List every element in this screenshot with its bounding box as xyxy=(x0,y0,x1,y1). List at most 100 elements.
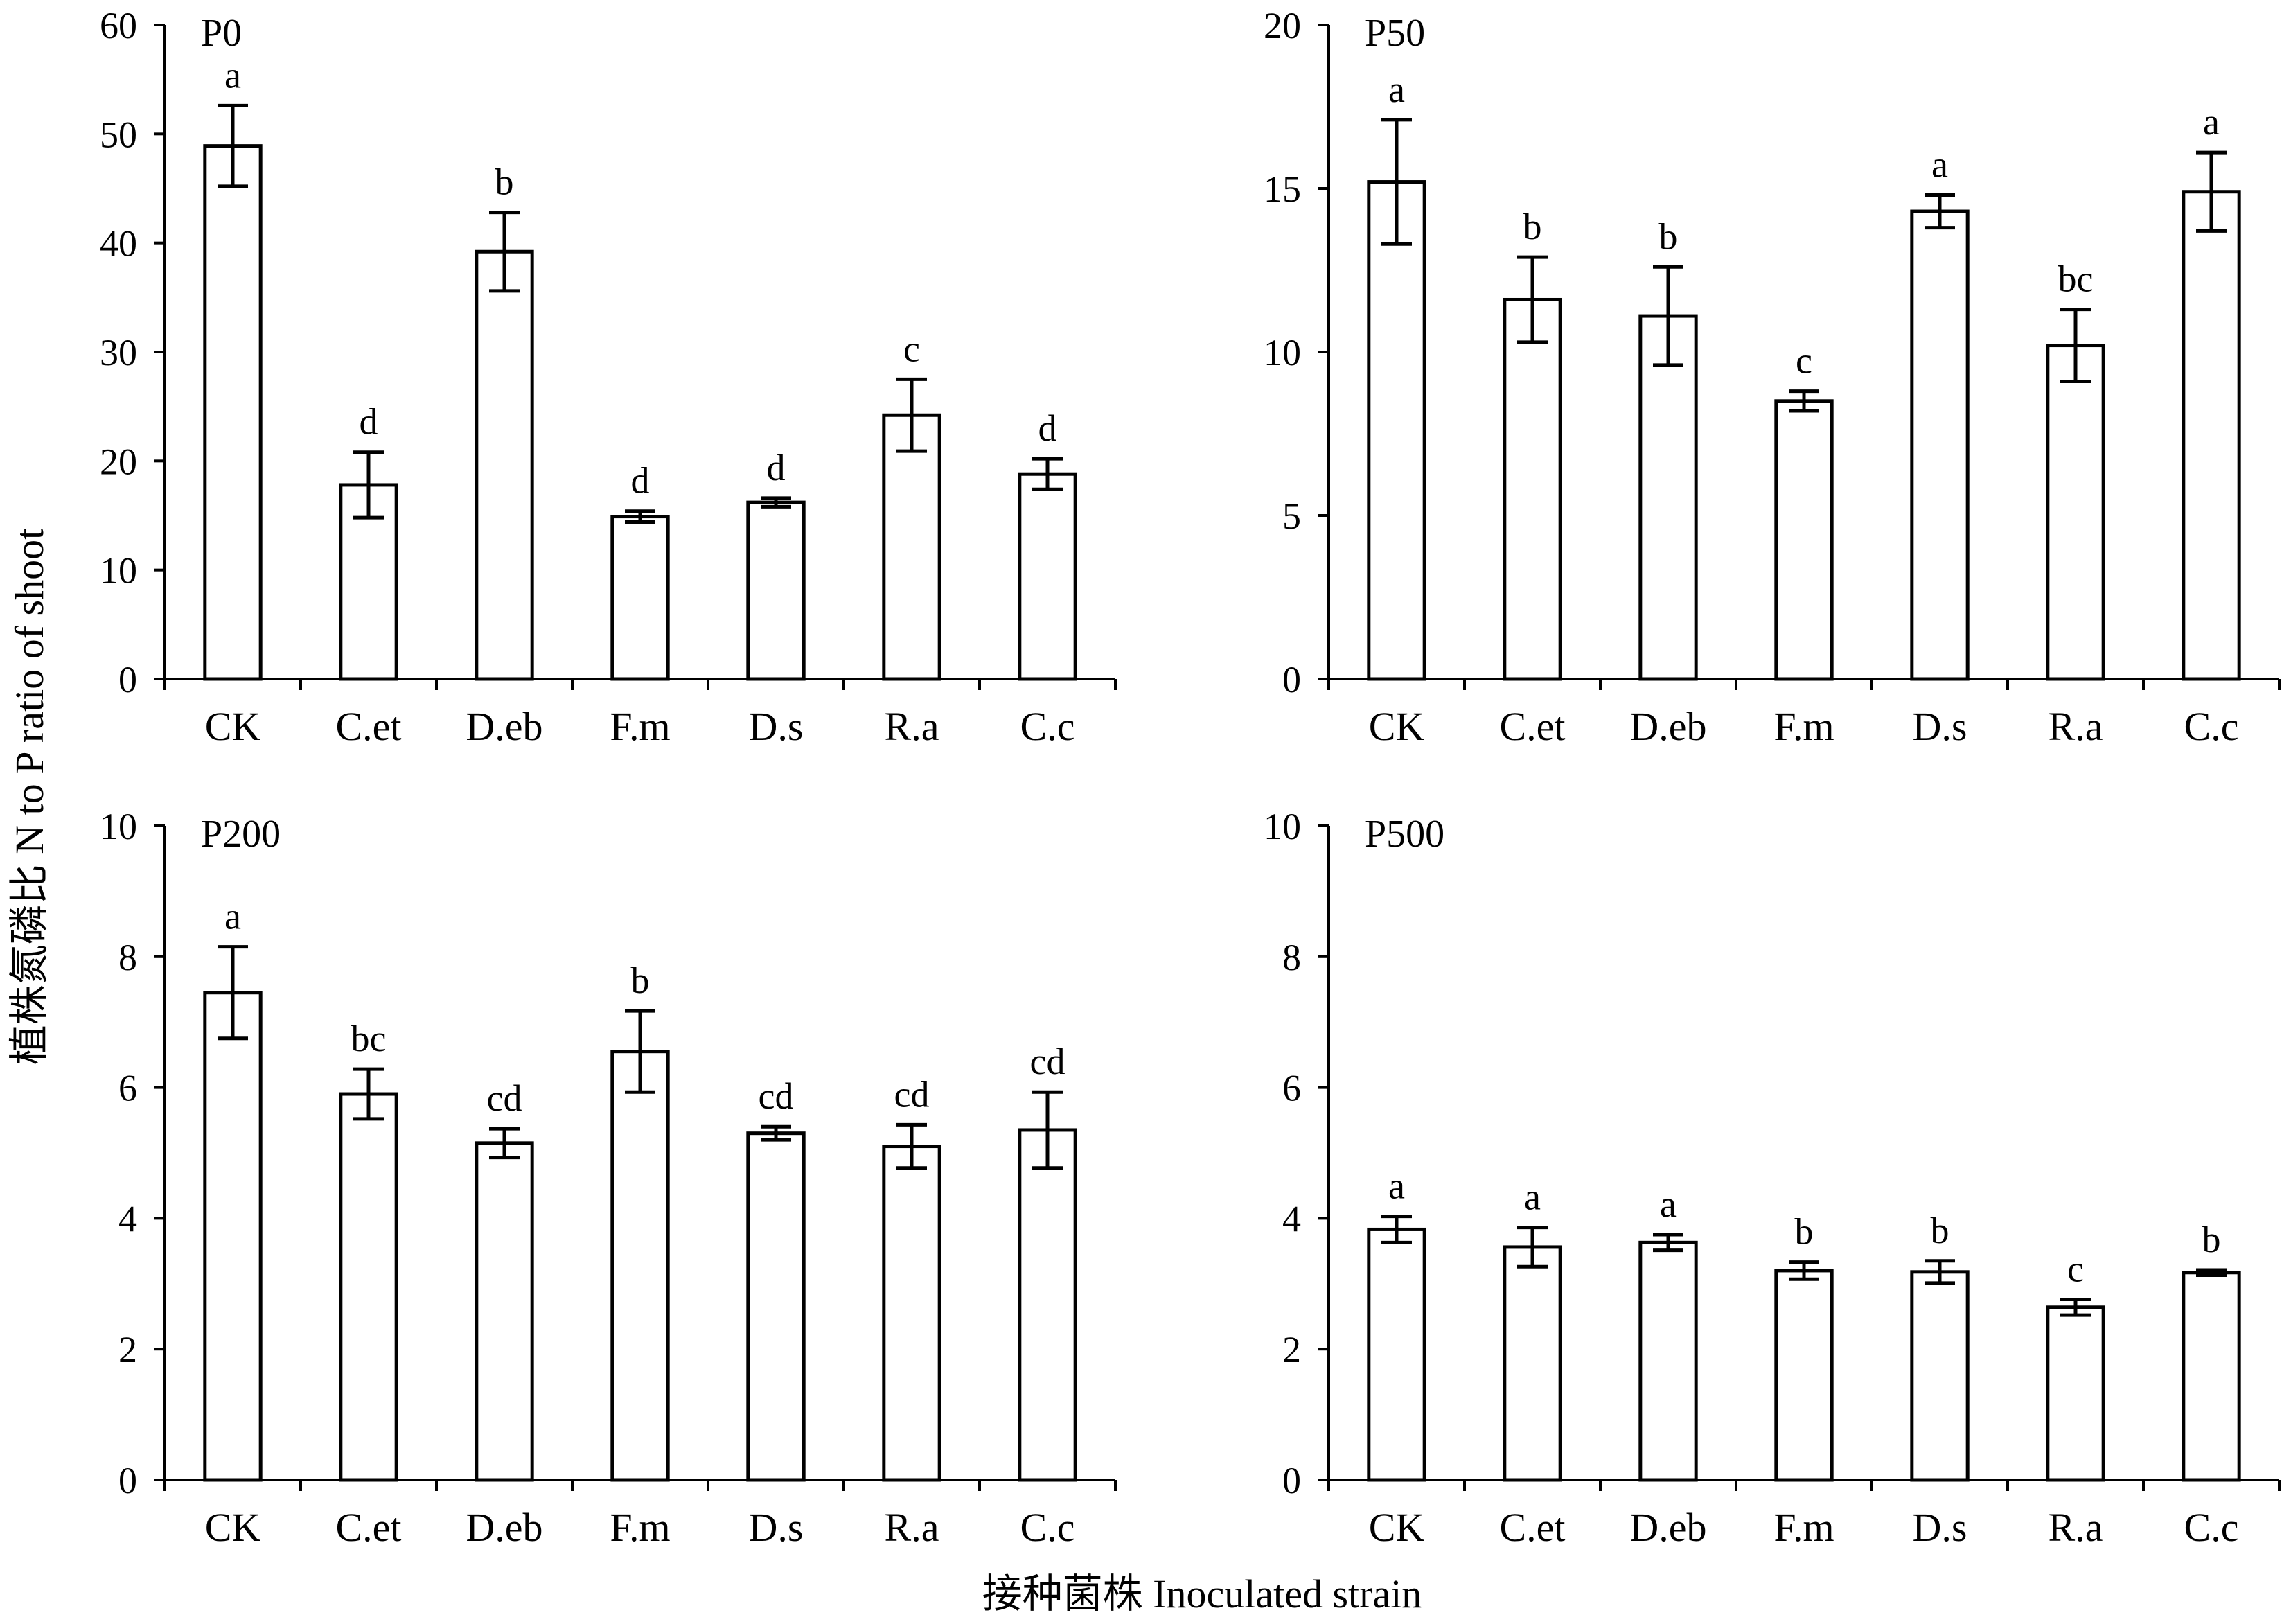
panel-p200: 0 2 4 6 8 10 P200 a CK bc C.et cd D.eb b F.m cd D.s cd R.a… xyxy=(100,806,1117,1550)
bar-cet xyxy=(339,1092,398,1482)
category-label: D.s xyxy=(749,704,804,749)
bar-deb xyxy=(475,1141,534,1482)
category-label: C.c xyxy=(2184,1505,2239,1550)
bar-cet xyxy=(1503,297,1562,681)
y-tick-label: 5 xyxy=(1282,495,1301,537)
bar-cc xyxy=(2182,1271,2241,1482)
y-tick-label: 0 xyxy=(1282,1460,1301,1501)
y-tick-label: 6 xyxy=(1282,1068,1301,1109)
y-tick-label: 2 xyxy=(1282,1329,1301,1370)
y-tick-label: 8 xyxy=(118,937,137,978)
category-label: C.c xyxy=(2184,704,2239,749)
y-tick-label: 0 xyxy=(118,659,137,700)
significance-label: cd xyxy=(1030,1041,1065,1082)
bar-ds xyxy=(1910,209,1970,681)
significance-label: b xyxy=(2202,1219,2221,1260)
bar-fm xyxy=(1774,399,1834,681)
significance-label: cd xyxy=(487,1077,522,1119)
y-tick-label: 10 xyxy=(1264,332,1301,373)
y-tick-label: 0 xyxy=(1282,659,1301,700)
y-tick-label: 30 xyxy=(100,332,137,373)
significance-label: a xyxy=(1388,1165,1405,1207)
panel-label: P500 xyxy=(1365,813,1444,856)
significance-label: b xyxy=(1659,215,1678,257)
category-label: CK xyxy=(1369,1505,1425,1550)
bar-ck xyxy=(203,144,263,681)
category-label: C.et xyxy=(1499,704,1565,749)
y-tick-label: 40 xyxy=(100,223,137,265)
significance-label: c xyxy=(2067,1248,2084,1289)
bar-cc xyxy=(2182,190,2241,681)
category-label: C.c xyxy=(1020,1505,1075,1550)
category-label: D.s xyxy=(1913,1505,1967,1550)
category-label: D.eb xyxy=(1629,704,1706,749)
significance-label: b xyxy=(631,960,650,1001)
bar-deb xyxy=(1638,314,1698,681)
bar-ra xyxy=(882,413,941,681)
significance-label: b xyxy=(495,161,514,203)
panel-label: P0 xyxy=(201,12,242,55)
y-tick-label: 20 xyxy=(100,441,137,482)
bar-fm xyxy=(610,1050,670,1482)
category-label: F.m xyxy=(610,1505,670,1550)
y-tick-label: 4 xyxy=(1282,1198,1301,1239)
panel-label: P200 xyxy=(201,813,281,856)
category-label: CK xyxy=(1369,704,1425,749)
y-tick-label: 10 xyxy=(100,550,137,592)
significance-label: b xyxy=(1795,1211,1814,1253)
significance-label: a xyxy=(1931,143,1948,185)
category-label: R.a xyxy=(885,1505,939,1550)
panel-label: P50 xyxy=(1365,12,1425,55)
category-label: F.m xyxy=(1773,1505,1834,1550)
significance-label: b xyxy=(1523,206,1542,247)
category-label: C.et xyxy=(1499,1505,1565,1550)
significance-label: a xyxy=(1388,69,1405,110)
significance-label: c xyxy=(1796,340,1812,382)
significance-label: b xyxy=(1931,1210,1949,1251)
significance-label: c xyxy=(903,328,920,369)
category-label: R.a xyxy=(2049,704,2103,749)
category-label: F.m xyxy=(610,704,670,749)
bar-deb xyxy=(475,249,534,681)
bar-ra xyxy=(2046,1305,2105,1482)
significance-label: d xyxy=(1038,407,1057,449)
bar-ck xyxy=(1367,180,1426,681)
significance-label: a xyxy=(1524,1176,1541,1218)
bar-cc xyxy=(1018,1128,1077,1482)
y-tick-label: 20 xyxy=(1264,5,1301,46)
category-label: D.s xyxy=(1913,704,1967,749)
category-label: CK xyxy=(205,704,261,749)
bar-cc xyxy=(1018,472,1077,681)
y-tick-label: 10 xyxy=(1264,806,1301,847)
y-axis-title: 植株氮磷比 N to P ratio of shoot xyxy=(7,529,52,1065)
significance-label: cd xyxy=(894,1073,930,1115)
panel-p50: 0 5 10 15 20 P50 a CK b C.et b D.eb c F.m a D.s bc R.a a C.… xyxy=(1264,5,2281,749)
bar-ds xyxy=(746,1131,806,1482)
category-label: D.eb xyxy=(466,1505,542,1550)
category-label: R.a xyxy=(885,704,939,749)
y-tick-label: 15 xyxy=(1264,168,1301,210)
x-axis-title: 接种菌株 Inoculated strain xyxy=(982,1571,1422,1616)
significance-label: a xyxy=(1660,1183,1677,1225)
significance-label: cd xyxy=(759,1075,794,1117)
significance-label: bc xyxy=(351,1018,387,1059)
significance-label: a xyxy=(224,54,241,96)
y-tick-label: 8 xyxy=(1282,937,1301,978)
significance-label: a xyxy=(224,896,241,937)
significance-label: bc xyxy=(2058,258,2094,300)
bar-ck xyxy=(1367,1227,1426,1482)
y-tick-label: 0 xyxy=(118,1460,137,1501)
category-label: R.a xyxy=(2049,1505,2103,1550)
category-label: D.eb xyxy=(466,704,542,749)
bar-ck xyxy=(203,991,263,1482)
y-tick-label: 60 xyxy=(100,5,137,46)
y-tick-label: 2 xyxy=(118,1329,137,1370)
bar-deb xyxy=(1638,1240,1698,1482)
category-label: F.m xyxy=(1773,704,1834,749)
bar-cet xyxy=(1503,1245,1562,1482)
y-tick-label: 6 xyxy=(118,1068,137,1109)
significance-label: a xyxy=(2203,101,2220,143)
significance-label: d xyxy=(631,460,650,502)
category-label: C.et xyxy=(335,704,401,749)
